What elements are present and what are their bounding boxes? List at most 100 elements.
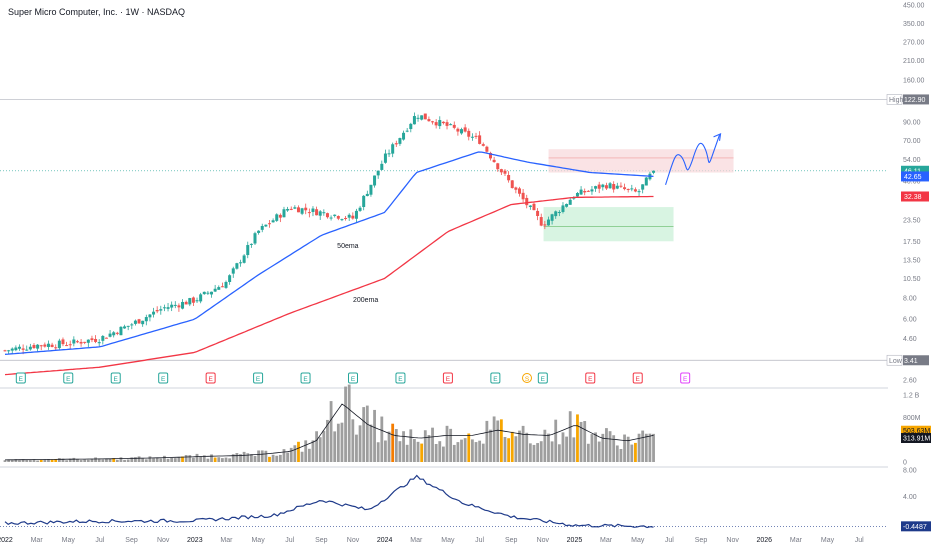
event-marker-label[interactable]: E — [161, 376, 166, 383]
candle-body — [376, 170, 380, 176]
price-tick-label: 2.60 — [903, 378, 917, 385]
volume-bar — [32, 459, 36, 462]
event-marker-label[interactable]: E — [683, 376, 688, 383]
event-marker-label[interactable]: E — [303, 376, 308, 383]
event-marker-label[interactable]: E — [398, 376, 403, 383]
candle-body — [539, 217, 543, 226]
candle-body — [231, 268, 235, 274]
price-tag-value: 42.65 — [904, 174, 922, 181]
candle-body — [604, 185, 608, 189]
candle-body — [210, 291, 214, 295]
candle-body — [623, 187, 627, 190]
volume-bar — [224, 457, 228, 462]
volume-tick-label: 1.2 B — [903, 393, 920, 400]
volume-bar — [184, 455, 188, 462]
volume-bar — [586, 443, 590, 462]
time-tick-label: Jul — [665, 537, 674, 544]
price-tick-label: 54.00 — [903, 157, 921, 164]
earnings-marker-icon — [585, 372, 596, 384]
candle-body — [246, 245, 250, 256]
volume-bar — [532, 444, 536, 462]
price-tag-label: Low — [889, 358, 903, 365]
volume-bar — [159, 458, 163, 462]
volume-bar — [188, 455, 192, 462]
volume-bar — [239, 454, 242, 462]
event-marker-label[interactable]: E — [66, 376, 71, 383]
volume-bar — [166, 458, 170, 462]
candle-body — [61, 339, 65, 345]
event-marker-label[interactable]: E — [114, 376, 119, 383]
candle-body — [398, 138, 402, 144]
price-tag-box — [903, 94, 929, 105]
volume-bar — [286, 452, 290, 462]
earnings-marker-icon — [490, 372, 501, 384]
candle-body — [557, 212, 561, 214]
volume-bar — [152, 458, 155, 462]
candle-body — [441, 121, 445, 124]
event-marker-label[interactable]: E — [208, 376, 213, 383]
candle-body — [561, 205, 565, 212]
event-marker-label[interactable]: E — [19, 376, 24, 383]
candle-body — [387, 153, 391, 155]
candle-body — [57, 340, 61, 349]
event-marker-label[interactable]: E — [588, 376, 593, 383]
event-marker-label[interactable]: E — [351, 376, 356, 383]
earnings-marker-icon — [205, 372, 216, 384]
time-tick-label: Jul — [475, 537, 484, 544]
candle-body — [25, 349, 29, 351]
volume-bar — [315, 431, 318, 462]
candle-body — [119, 326, 123, 336]
event-marker-label[interactable]: E — [256, 376, 261, 383]
price-tag-value: 122.90 — [904, 97, 926, 104]
time-tick-label: 2026 — [756, 537, 772, 544]
price-tick-label: 4.60 — [903, 336, 917, 343]
volume-bar — [442, 446, 445, 462]
volume-bar — [297, 441, 300, 462]
ema200-label: 200ema — [353, 297, 378, 304]
chart-title: Super Micro Computer, Inc. · 1W · NASDAQ — [8, 7, 185, 17]
volume-tag-box — [901, 432, 931, 443]
split-marker-icon — [522, 373, 532, 383]
candle-body — [144, 317, 148, 322]
candle-body — [318, 211, 322, 216]
candle-body — [148, 314, 152, 318]
volume-bar — [344, 386, 347, 462]
volume-bar — [271, 454, 275, 462]
candle-body — [496, 163, 500, 170]
volume-bar — [391, 423, 395, 462]
event-marker-label[interactable]: E — [636, 376, 641, 383]
candle-body — [630, 188, 634, 190]
volume-bar — [7, 459, 11, 462]
candle-body — [300, 208, 304, 214]
price-tag-value: 32.38 — [904, 194, 922, 201]
volume-tag-value: 503.63M — [903, 428, 930, 435]
volume-bar — [293, 445, 297, 462]
volume-bar — [478, 440, 482, 462]
price-tag-label: High — [889, 97, 904, 104]
event-marker-label[interactable]: S — [525, 376, 530, 383]
event-marker-label[interactable]: E — [446, 376, 451, 383]
event-marker-label[interactable]: E — [541, 376, 546, 383]
candle-body — [155, 310, 159, 312]
candle-body — [141, 320, 145, 325]
candle-body — [344, 217, 348, 219]
volume-bar — [83, 459, 87, 462]
price-tag-value: 3.41 — [904, 358, 918, 365]
time-tick-label: May — [631, 537, 645, 544]
volume-bar — [489, 429, 492, 462]
time-tick-label: 2025 — [567, 537, 583, 544]
volume-bar — [630, 444, 634, 462]
candle-body — [68, 344, 72, 346]
candle-body — [108, 333, 112, 337]
candle-body — [202, 291, 206, 295]
event-marker-label[interactable]: E — [493, 376, 498, 383]
volume-bar — [253, 455, 257, 462]
volume-bar — [242, 451, 246, 462]
candle-body — [402, 132, 406, 140]
candle-body — [565, 203, 569, 207]
time-tick-label: Nov — [537, 537, 550, 544]
candle-body — [224, 281, 228, 288]
candle-body — [83, 341, 87, 343]
